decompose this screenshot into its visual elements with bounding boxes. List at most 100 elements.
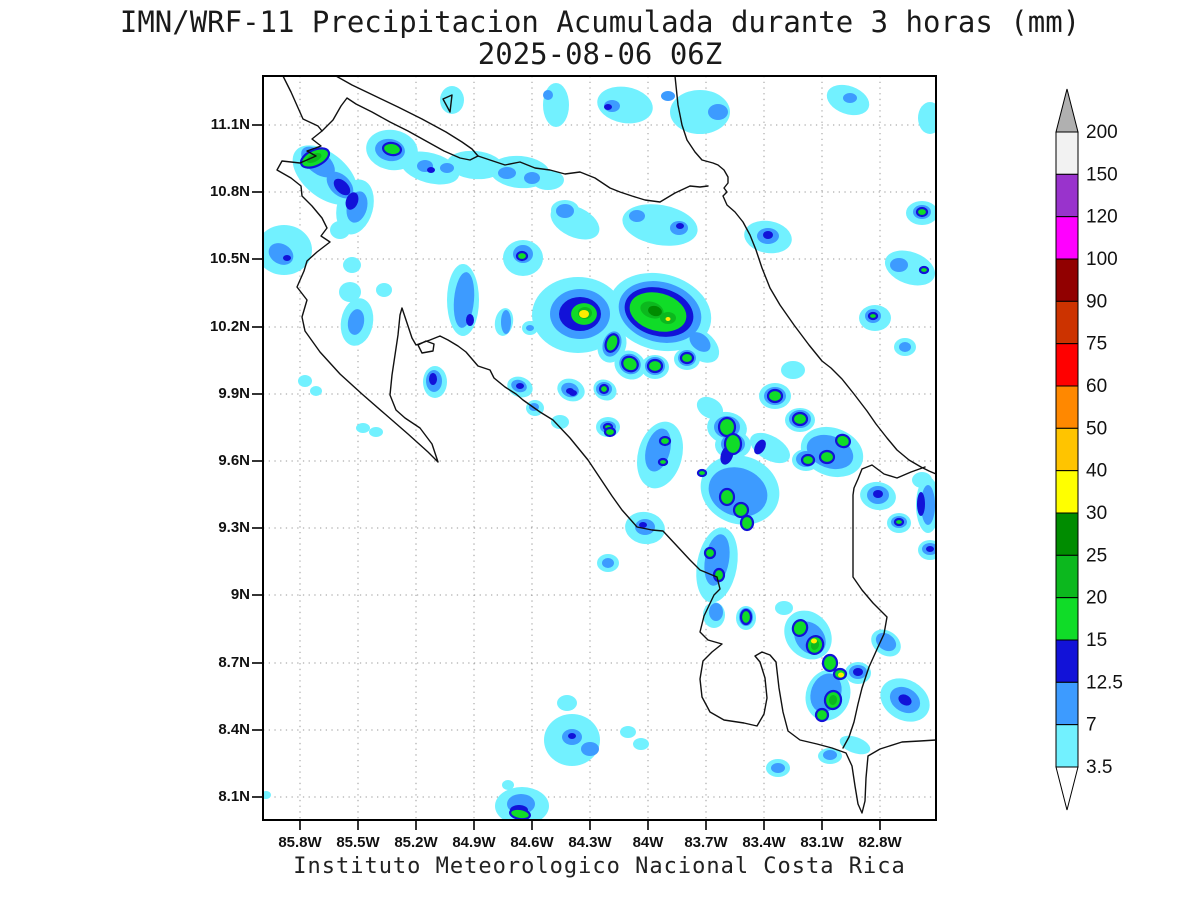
footer-credit: Instituto Meteorologico Nacional Costa R… <box>293 854 906 879</box>
precip-cell <box>356 423 370 433</box>
lon-tick-label: 85.8W <box>278 834 322 851</box>
colorbar: 200 150 120 100 90 75 60 50 40 30 25 20 15 12.5 7 3.5 <box>1055 88 1123 811</box>
colorbar-tick-label: 3.5 <box>1086 757 1112 778</box>
precip-cell <box>918 102 936 134</box>
precip-cell <box>581 742 599 756</box>
colorbar-tick-label: 25 <box>1086 545 1107 566</box>
lat-tick-label: 11.1N <box>210 116 250 133</box>
axis-ticks <box>252 124 881 830</box>
precip-cell <box>526 325 534 331</box>
lon-tick-label: 84.9W <box>452 834 496 851</box>
precip-cell <box>604 333 620 353</box>
precip-cell <box>696 468 708 478</box>
map-frame <box>262 75 937 821</box>
precip-cell <box>263 791 271 799</box>
precip-cell <box>898 694 912 706</box>
precip-cell <box>369 427 383 437</box>
colorbar-tick-label: 200 <box>1086 122 1118 143</box>
coastline-path <box>417 340 435 354</box>
lat-tick-label: 9.6N <box>218 452 250 469</box>
precip-cell <box>429 373 437 385</box>
colorbar-band <box>1055 724 1079 768</box>
precip-cell <box>739 608 753 626</box>
precip-cell <box>629 210 645 222</box>
colorbar-tick-label: 15 <box>1086 630 1107 651</box>
colorbar-band <box>1055 427 1079 472</box>
coastline-layer <box>276 76 936 814</box>
lon-tick-label: 84.6W <box>510 834 554 851</box>
precip-cell <box>917 492 925 516</box>
precip-cell <box>376 283 392 297</box>
coastline-path <box>321 97 479 161</box>
precip-cell <box>921 485 935 525</box>
precip-cell <box>679 351 695 365</box>
precip-cell <box>347 309 365 335</box>
plot-date-subtitle: 2025-08-06 06Z <box>477 37 723 71</box>
precip-cell <box>330 221 350 239</box>
precip-cell <box>646 358 664 374</box>
precip-cell <box>814 707 830 723</box>
precip-cell <box>873 490 883 498</box>
map-plot <box>252 75 937 830</box>
colorbar-tick-label: 90 <box>1086 291 1107 312</box>
lon-tick-label: 82.8W <box>858 834 902 851</box>
precip-cell <box>597 86 653 124</box>
colorbar-band <box>1055 258 1079 302</box>
colorbar-band <box>1055 300 1079 345</box>
precip-cell <box>603 426 617 438</box>
precip-cell <box>502 780 514 790</box>
colorbar-band <box>1055 512 1079 556</box>
lat-tick-label: 10.8N <box>209 183 250 200</box>
graticule-gridlines <box>263 76 936 820</box>
precip-cell <box>689 332 711 352</box>
precip-cell <box>823 750 837 760</box>
colorbar-band <box>1055 681 1079 726</box>
precip-cell <box>345 192 359 210</box>
precip-cell <box>676 223 684 229</box>
precip-cell <box>835 433 851 449</box>
precip-cell <box>516 383 524 389</box>
lat-tick-label: 9N <box>230 586 250 603</box>
precip-cell <box>648 305 662 317</box>
precip-cell <box>556 204 574 218</box>
precip-cell <box>723 432 743 456</box>
precip-cell <box>501 310 511 334</box>
lat-tick-label: 8.4N <box>218 721 250 738</box>
colorbar-under-arrow <box>1055 766 1079 811</box>
colorbar-band <box>1055 470 1079 514</box>
colorbar-tick-label: 150 <box>1086 164 1118 185</box>
precip-cell <box>838 672 844 678</box>
colorbar-tick-label: 40 <box>1086 461 1107 482</box>
precip-cell <box>853 668 863 676</box>
precip-cell <box>466 314 474 326</box>
precip-cell <box>604 104 612 110</box>
coastline-path <box>276 76 936 814</box>
precip-cell <box>310 386 322 396</box>
precip-cell <box>381 141 403 157</box>
precip-cell <box>890 258 908 272</box>
precip-cell <box>775 601 793 615</box>
precip-cell <box>926 546 934 552</box>
colorbar-band <box>1055 343 1079 387</box>
coastline-path <box>842 464 926 749</box>
coastline-path <box>674 76 936 475</box>
precip-cell <box>306 153 322 163</box>
precip-cell <box>670 90 730 134</box>
precip-cell <box>712 567 726 583</box>
lat-tick-label: 9.3N <box>218 519 250 536</box>
precip-cell <box>343 257 361 273</box>
precip-cell <box>818 449 836 465</box>
coastline-path <box>442 94 453 113</box>
precip-cell <box>657 457 669 467</box>
lat-tick-label: 8.7N <box>218 654 250 671</box>
precip-cell <box>339 282 361 302</box>
colorbar-tick-label: 7 <box>1086 715 1097 736</box>
colorbar-tick-label: 20 <box>1086 588 1107 609</box>
colorbar-tick-label: 75 <box>1086 334 1107 355</box>
precip-cell <box>569 390 577 396</box>
precip-cell <box>665 317 671 321</box>
precip-cell <box>781 361 805 379</box>
precip-cell <box>515 250 529 262</box>
lon-tick-label: 83.7W <box>684 834 728 851</box>
precip-cell <box>658 435 672 447</box>
